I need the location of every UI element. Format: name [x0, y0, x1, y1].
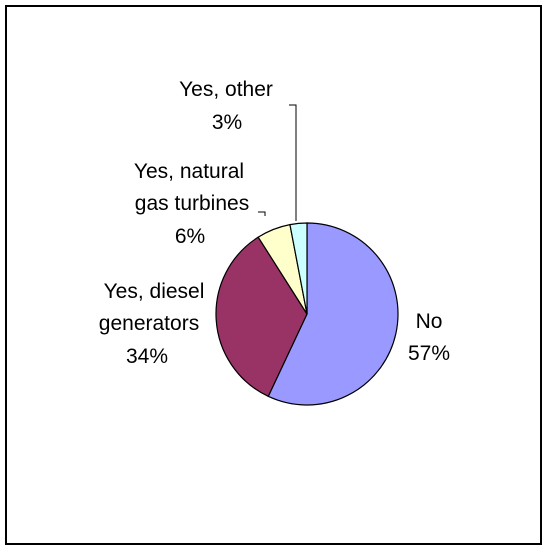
- slice-label-natural-gas-line2: gas turbines: [135, 192, 249, 215]
- pie-slice-no: [267, 222, 399, 406]
- slice-percent-diesel: 34%: [126, 345, 168, 368]
- slice-label-diesel-line2: generators: [99, 312, 199, 335]
- slice-label-other: Yes, other: [179, 78, 273, 101]
- slice-label-diesel-line1: Yes, diesel: [104, 280, 205, 303]
- leader-lines: [258, 104, 297, 221]
- leader-line-other: [289, 104, 297, 221]
- slice-label-natural-gas-line1: Yes, natural: [134, 160, 244, 183]
- slice-percent-no: 57%: [408, 342, 450, 365]
- pie-slice-yes-other: [289, 222, 308, 315]
- pie-labels: No 57% Yes, diesel generators 34% Yes, n…: [99, 78, 450, 368]
- pie-slices: [215, 222, 399, 406]
- slice-percent-natural-gas: 6%: [175, 225, 205, 248]
- slice-label-no: No: [416, 310, 443, 333]
- leader-line-natural-gas: [258, 211, 266, 216]
- slice-percent-other: 3%: [212, 111, 242, 134]
- pie-chart: No 57% Yes, diesel generators 34% Yes, n…: [99, 78, 450, 406]
- pie-slice-yes-diesel-generators: [215, 236, 308, 398]
